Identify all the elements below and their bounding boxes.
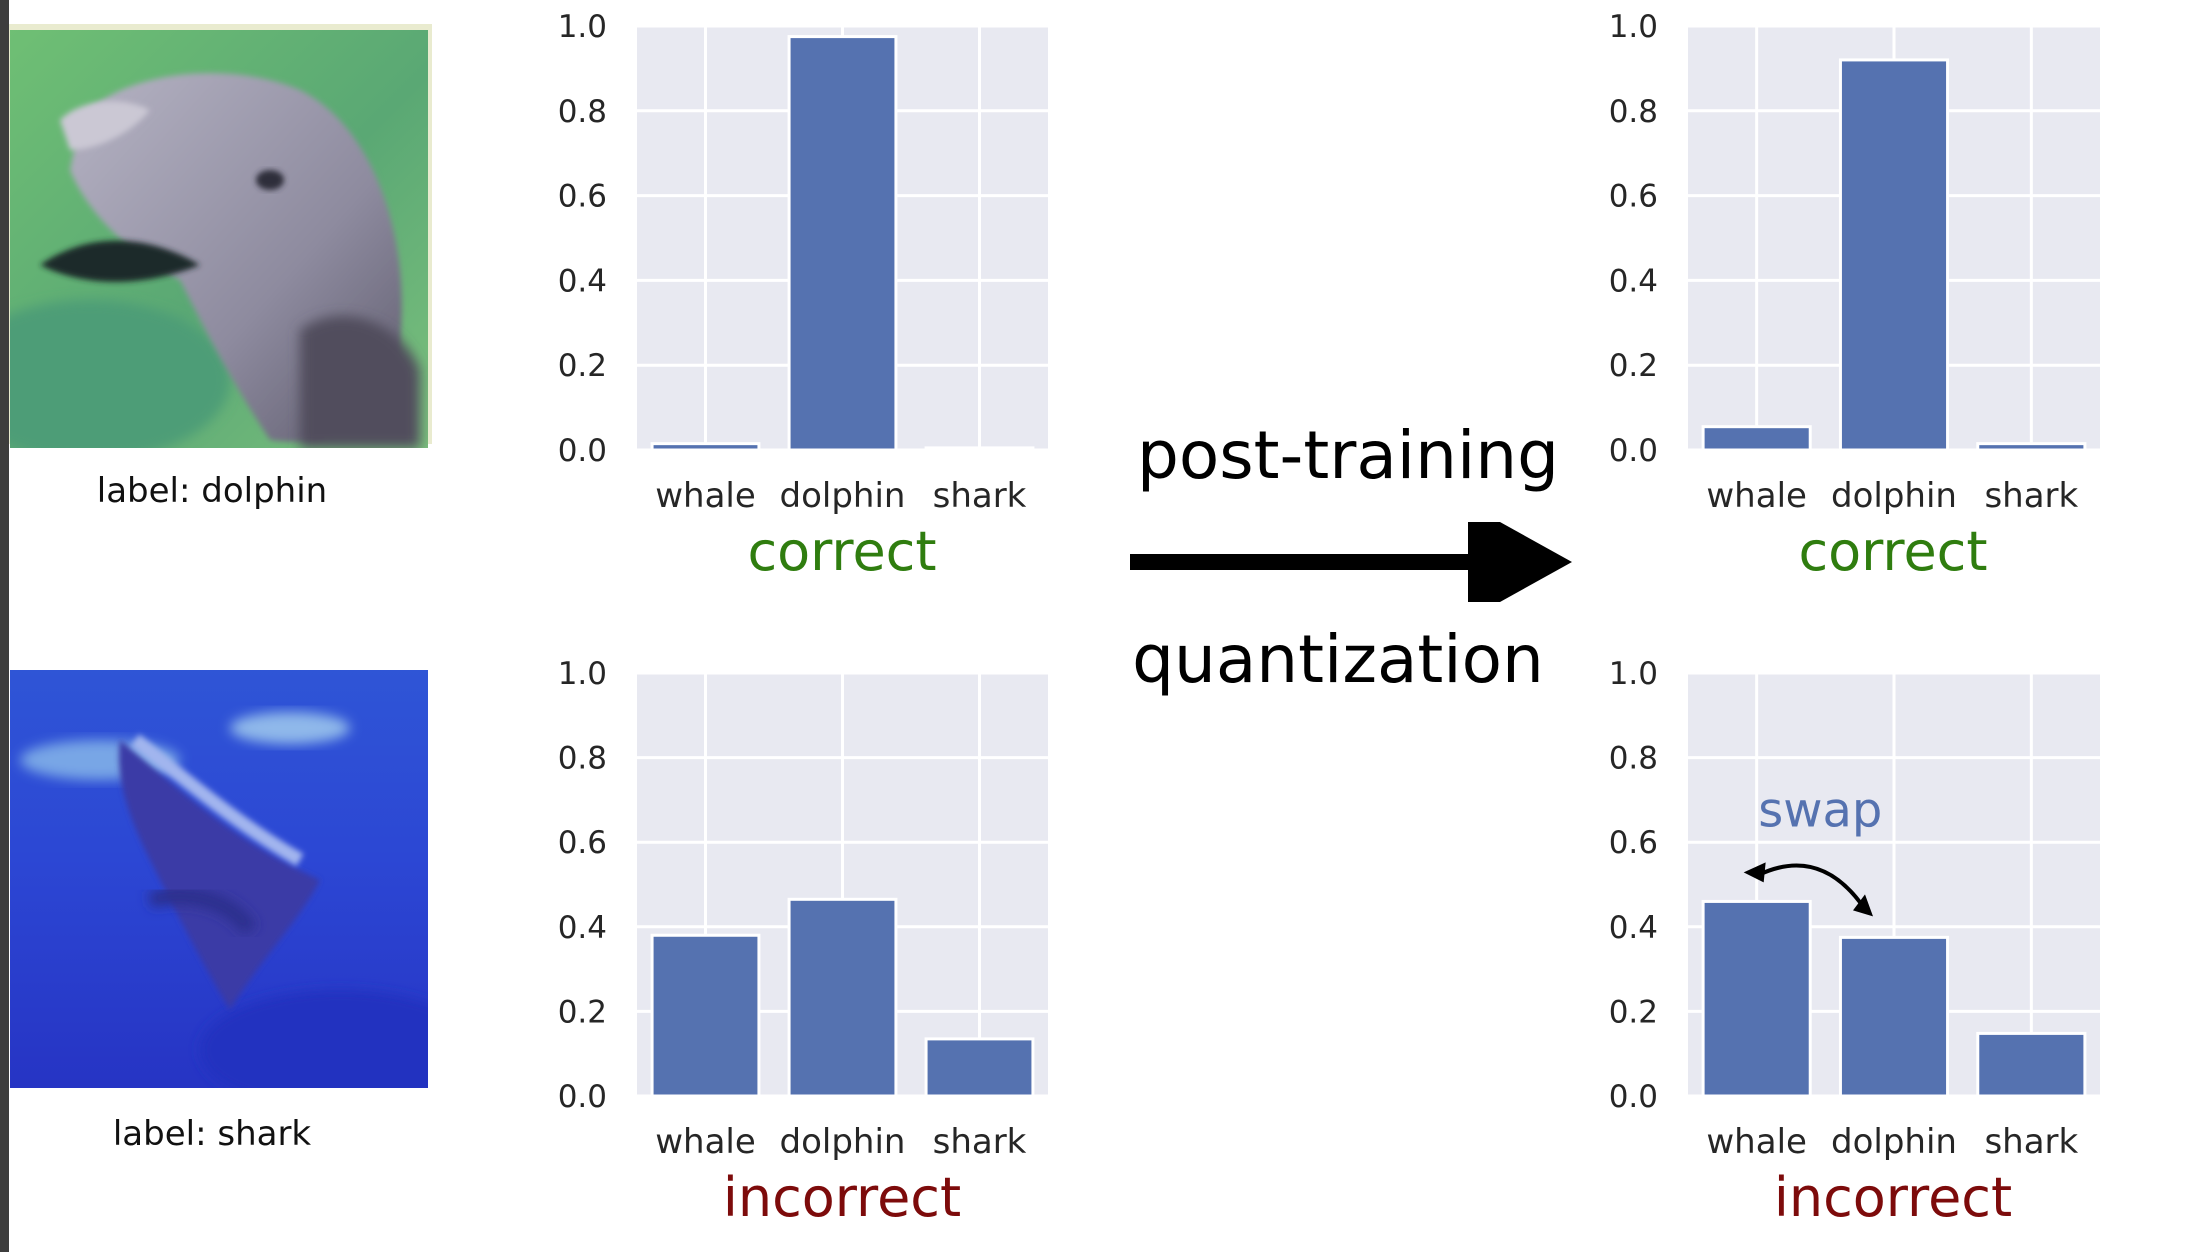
y-tick-label: 0.8 (558, 741, 607, 777)
bar-dolphin (787, 35, 898, 452)
y-tick-label: 0.4 (558, 910, 607, 946)
quantization-text: quantization (1132, 621, 1544, 698)
chart-shark-after-quantization: 0.0 0.2 0.4 0.6 0.8 1.0 whale dolphin shark (1609, 656, 2100, 1162)
sample-label-shark: label: shark (113, 1114, 312, 1154)
bar-shark (924, 1037, 1035, 1098)
y-tick-label: 0.4 (558, 263, 607, 299)
bar-whale (650, 442, 761, 452)
swap-arrow-icon (1758, 863, 1865, 908)
y-tick-label: 0.6 (1609, 179, 1658, 215)
x-category-label: whale (655, 1122, 756, 1162)
y-tick-label: 0.0 (558, 1079, 607, 1115)
y-tick-label: 0.8 (1609, 741, 1658, 777)
y-tick-label: 0.2 (1609, 348, 1658, 384)
bar-dolphin (1838, 935, 1950, 1098)
x-category-label: shark (933, 476, 1027, 516)
x-category-label: dolphin (780, 476, 906, 516)
y-tick-label: 1.0 (558, 656, 607, 692)
y-tick-label: 0.4 (1609, 910, 1658, 946)
x-category-label: shark (933, 1122, 1027, 1162)
y-tick-label: 0.6 (558, 179, 607, 215)
dolphin-image (8, 24, 432, 448)
x-category-label: shark (1984, 1122, 2078, 1162)
y-tick-label: 0.8 (1609, 94, 1658, 130)
y-tick-label: 0.0 (1609, 1079, 1658, 1115)
verdict-dolphin-before: correct (747, 520, 936, 583)
right-arrow-icon (1130, 522, 1572, 602)
verdict-dolphin-after: correct (1798, 520, 1987, 583)
x-category-label: dolphin (780, 1122, 906, 1162)
bar-whale (1701, 425, 1812, 452)
x-category-label: dolphin (1831, 476, 1957, 516)
y-tick-label: 0.6 (558, 825, 607, 861)
y-tick-label: 0.2 (558, 348, 607, 384)
chart-dolphin-after-quantization: 0.0 0.2 0.4 0.6 0.8 1.0 whale dolphin shark (1609, 9, 2100, 516)
x-category-label: whale (1706, 1122, 1807, 1162)
shark-image (10, 670, 428, 1088)
y-tick-label: 0.4 (1609, 263, 1658, 299)
swap-arrowhead-left-icon (1743, 862, 1766, 883)
chart-shark-before-quantization: 0.0 0.2 0.4 0.6 0.8 1.0 whale dolphin shark (558, 656, 1048, 1162)
verdict-shark-after: incorrect (1774, 1166, 2012, 1229)
y-tick-label: 1.0 (558, 9, 607, 45)
bar-shark (1976, 442, 2087, 452)
x-category-label: whale (655, 476, 756, 516)
y-tick-label: 0.2 (558, 994, 607, 1030)
y-tick-label: 1.0 (1609, 656, 1658, 692)
y-tick-label: 0.8 (558, 94, 607, 130)
bar-whale (650, 933, 761, 1098)
sample-label-dolphin: label: dolphin (97, 471, 327, 511)
y-tick-label: 0.0 (558, 433, 607, 469)
swap-annotation: swap (1743, 782, 1882, 917)
bar-dolphin (1838, 58, 1950, 452)
bar-whale (1701, 899, 1812, 1098)
post-training-text: post-training (1137, 417, 1559, 494)
swap-arrowhead-right-icon (1853, 894, 1873, 917)
x-category-label: dolphin (1831, 1122, 1957, 1162)
swap-label: swap (1758, 782, 1882, 838)
y-tick-label: 1.0 (1609, 9, 1658, 45)
y-tick-label: 0.2 (1609, 994, 1658, 1030)
x-category-label: shark (1984, 476, 2078, 516)
x-category-label: whale (1706, 476, 1807, 516)
bar-shark (1976, 1031, 2087, 1098)
bar-shark (924, 446, 1035, 452)
window-edge (0, 0, 9, 1252)
chart-dolphin-before-quantization: 0.0 0.2 0.4 0.6 0.8 1.0 whale dolphin shark (558, 9, 1048, 516)
y-tick-label: 0.6 (1609, 825, 1658, 861)
y-tick-label: 0.0 (1609, 433, 1658, 469)
bar-dolphin (787, 897, 898, 1098)
verdict-shark-before: incorrect (723, 1166, 961, 1229)
